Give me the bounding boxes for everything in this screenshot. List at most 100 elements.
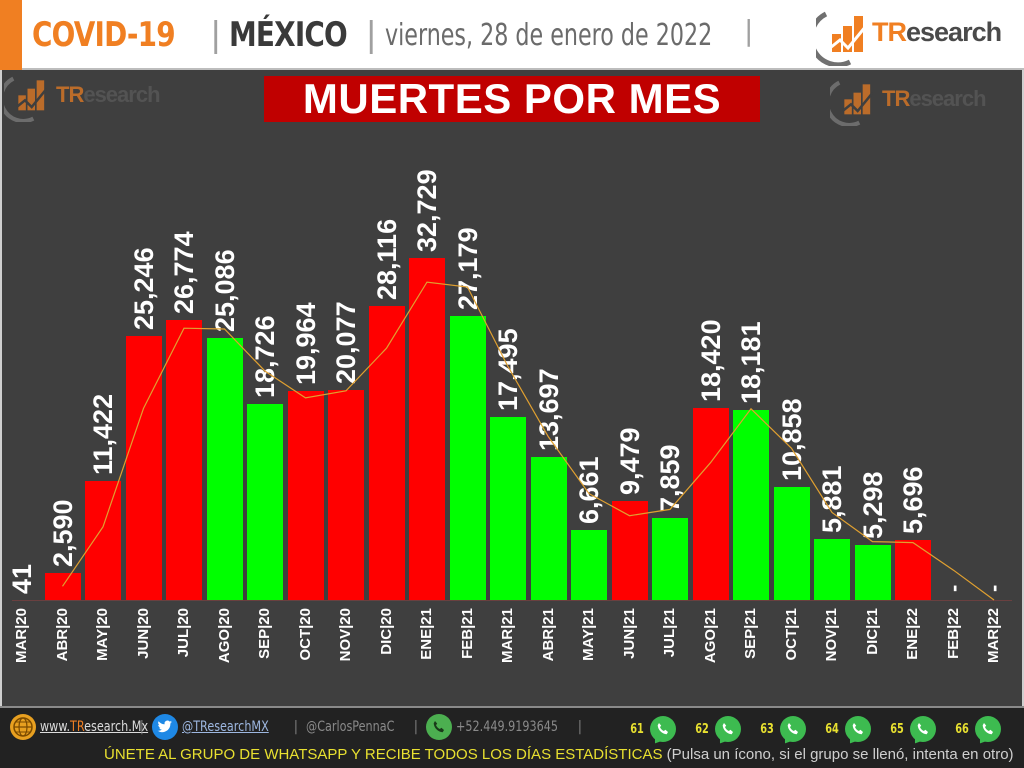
bar-nov-20 bbox=[328, 390, 364, 600]
bar-nov-21 bbox=[814, 538, 850, 600]
category-label: AGO|21 bbox=[701, 608, 719, 664]
category-label: ENE|22 bbox=[904, 608, 921, 660]
whatsapp-group-61[interactable]: 61 bbox=[628, 716, 677, 742]
bar-abr-21 bbox=[530, 456, 567, 600]
footer-contacts: www.TResearch.Mx | @TResearchMX | @Carlo… bbox=[10, 712, 588, 742]
chart-baseline bbox=[12, 600, 1012, 601]
whatsapp-icon[interactable] bbox=[780, 716, 807, 742]
value-label: 25,246 bbox=[128, 247, 159, 331]
twitter-icon[interactable] bbox=[152, 714, 178, 740]
whatsapp-group-62[interactable]: 62 bbox=[693, 716, 742, 742]
value-label: 11,422 bbox=[88, 393, 118, 475]
category-label: SEP|21 bbox=[742, 608, 759, 659]
globe-icon bbox=[10, 714, 36, 740]
bar-may-21 bbox=[571, 530, 607, 600]
category-label: FEB|22 bbox=[944, 608, 962, 659]
bar-ago-20 bbox=[206, 337, 243, 600]
footer: www.TResearch.Mx | @TResearchMX | @Carlo… bbox=[0, 706, 1024, 768]
title-country: MÉXICO bbox=[229, 15, 348, 55]
category-label: MAR|22 bbox=[985, 608, 1002, 664]
category-label: MAY|21 bbox=[580, 608, 597, 661]
whatsapp-group-65[interactable]: 65 bbox=[888, 716, 937, 742]
value-label: 19,964 bbox=[290, 302, 321, 386]
watermark-logo-left: TResearch bbox=[0, 72, 161, 124]
phone-number: +52.449.9193645 bbox=[456, 719, 559, 735]
whatsapp-icon[interactable] bbox=[650, 716, 677, 742]
category-label: MAR|20 bbox=[13, 608, 30, 664]
value-label: 18,420 bbox=[695, 318, 726, 402]
category-label: MAY|20 bbox=[94, 608, 111, 661]
whatsapp-group-number: 61 bbox=[630, 721, 644, 737]
bar-mar-21 bbox=[490, 417, 526, 600]
whatsapp-group-64[interactable]: 64 bbox=[823, 716, 872, 742]
value-label: 32,729 bbox=[412, 169, 442, 252]
category-label: MAR|21 bbox=[499, 608, 516, 664]
bar-ene-22 bbox=[895, 540, 931, 600]
bar-dic-21 bbox=[854, 544, 891, 600]
value-label: 27,179 bbox=[452, 227, 483, 310]
category-label: JUN|21 bbox=[620, 608, 638, 659]
title-separator: | bbox=[365, 15, 377, 55]
value-label: - bbox=[981, 584, 1006, 592]
whatsapp-group-number: 63 bbox=[760, 721, 774, 737]
bar-sep-21 bbox=[733, 410, 769, 600]
bar-dic-20 bbox=[368, 306, 405, 600]
whatsapp-icon[interactable] bbox=[975, 716, 1002, 742]
value-label: 18,181 bbox=[736, 321, 766, 405]
category-label: ABR|21 bbox=[539, 608, 557, 662]
value-label: 2,590 bbox=[47, 499, 78, 567]
category-label: ABR|20 bbox=[53, 608, 71, 662]
header: COVID-19 | MÉXICO | viernes, 28 de enero… bbox=[0, 0, 1024, 70]
bar-jul-21 bbox=[652, 517, 688, 600]
value-label: 20,077 bbox=[331, 301, 361, 385]
website-link[interactable]: www.TResearch.Mx bbox=[40, 719, 149, 735]
bar-jun-21 bbox=[611, 500, 648, 600]
category-label: JUN|20 bbox=[134, 608, 152, 659]
category-label: DIC|21 bbox=[863, 608, 881, 655]
value-label: 18,726 bbox=[250, 315, 280, 399]
twitter-handle-link[interactable]: @TResearchMX bbox=[182, 719, 269, 735]
category-label: FEB|21 bbox=[458, 608, 476, 659]
chart-logo-icon bbox=[824, 76, 882, 128]
whatsapp-group-number: 64 bbox=[825, 721, 839, 737]
value-label: 5,881 bbox=[817, 464, 847, 533]
category-label: JUL|21 bbox=[661, 608, 678, 658]
whatsapp-group-number: 65 bbox=[890, 721, 904, 737]
value-label: 5,696 bbox=[898, 466, 928, 535]
bar-feb-21 bbox=[449, 315, 486, 600]
value-label: 9,479 bbox=[614, 427, 645, 495]
title-separator: | bbox=[210, 15, 222, 55]
tresearch-logo: TResearch bbox=[808, 6, 1002, 68]
phone-icon bbox=[426, 714, 452, 740]
category-label: OCT|21 bbox=[782, 608, 800, 661]
value-label: 6,661 bbox=[574, 456, 604, 525]
value-label: 41 bbox=[7, 563, 37, 594]
bar-may-20 bbox=[85, 480, 121, 600]
category-label: JUL|20 bbox=[175, 608, 192, 658]
value-label: 10,858 bbox=[776, 397, 807, 481]
whatsapp-group-66[interactable]: 66 bbox=[953, 716, 1002, 742]
whatsapp-group-number: 62 bbox=[695, 721, 709, 737]
footer-separator: | bbox=[578, 719, 582, 735]
bar-ene-21 bbox=[409, 258, 445, 600]
whatsapp-group-number: 66 bbox=[955, 721, 969, 737]
value-label: 25,086 bbox=[209, 249, 240, 332]
whatsapp-icon[interactable] bbox=[845, 716, 872, 742]
value-label: - bbox=[940, 584, 966, 592]
bar-abr-20 bbox=[44, 572, 81, 600]
footer-separator: | bbox=[140, 719, 144, 735]
personal-handle: @CarlosPennaC bbox=[306, 719, 395, 735]
value-label: 28,116 bbox=[371, 219, 402, 301]
footer-separator: | bbox=[414, 719, 418, 735]
value-label: 7,859 bbox=[655, 444, 685, 512]
value-label: 13,697 bbox=[533, 368, 564, 451]
whatsapp-group-63[interactable]: 63 bbox=[758, 716, 807, 742]
cta-note: (Pulsa un ícono, si el grupo se llenó, i… bbox=[666, 746, 1014, 763]
whatsapp-icon[interactable] bbox=[910, 716, 937, 742]
chart-title: MUERTES POR MES bbox=[264, 76, 760, 122]
bar-jul-20 bbox=[166, 320, 202, 600]
bar-oct-21 bbox=[773, 486, 810, 600]
footer-cta: ÚNETE AL GRUPO DE WHATSAPP Y RECIBE TODO… bbox=[104, 746, 1014, 763]
whatsapp-icon[interactable] bbox=[715, 716, 742, 742]
